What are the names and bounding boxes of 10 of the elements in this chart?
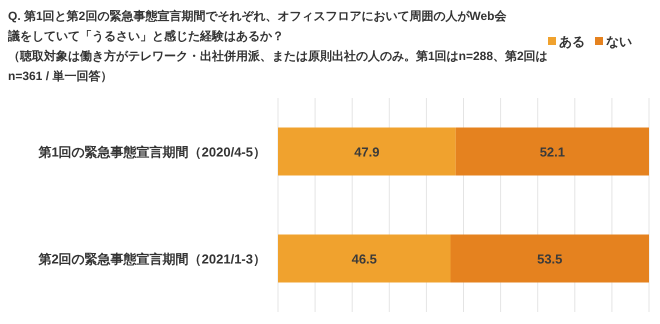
- legend-label: ある: [559, 34, 585, 49]
- data-label: 47.9: [354, 144, 380, 160]
- data-label: 46.5: [352, 252, 377, 266]
- data-label: 53.5: [537, 252, 562, 266]
- chart-title: Q. 第1回と第2回の緊急事態宣言期間でそれぞれ、オフィスフロアにおいて周囲の人がWeb会議をしていて「うるさい」と感じた経験はあるか？: [8, 8, 508, 45]
- y-tick-label: 第2回の緊急事態宣言期間（2021/1-3）: [37, 252, 266, 266]
- y-tick-label: 第1回の緊急事態宣言期間（2020/4-5）: [37, 144, 266, 160]
- data-label: 52.1: [540, 144, 566, 160]
- chart-subtitle: （聴取対象は働き方がテレワーク・出社併用派、または原則出社の人のみ。第1回はn=288、第2回はn=361 / 単一回答）: [8, 48, 548, 85]
- legend-label: ない: [606, 34, 632, 49]
